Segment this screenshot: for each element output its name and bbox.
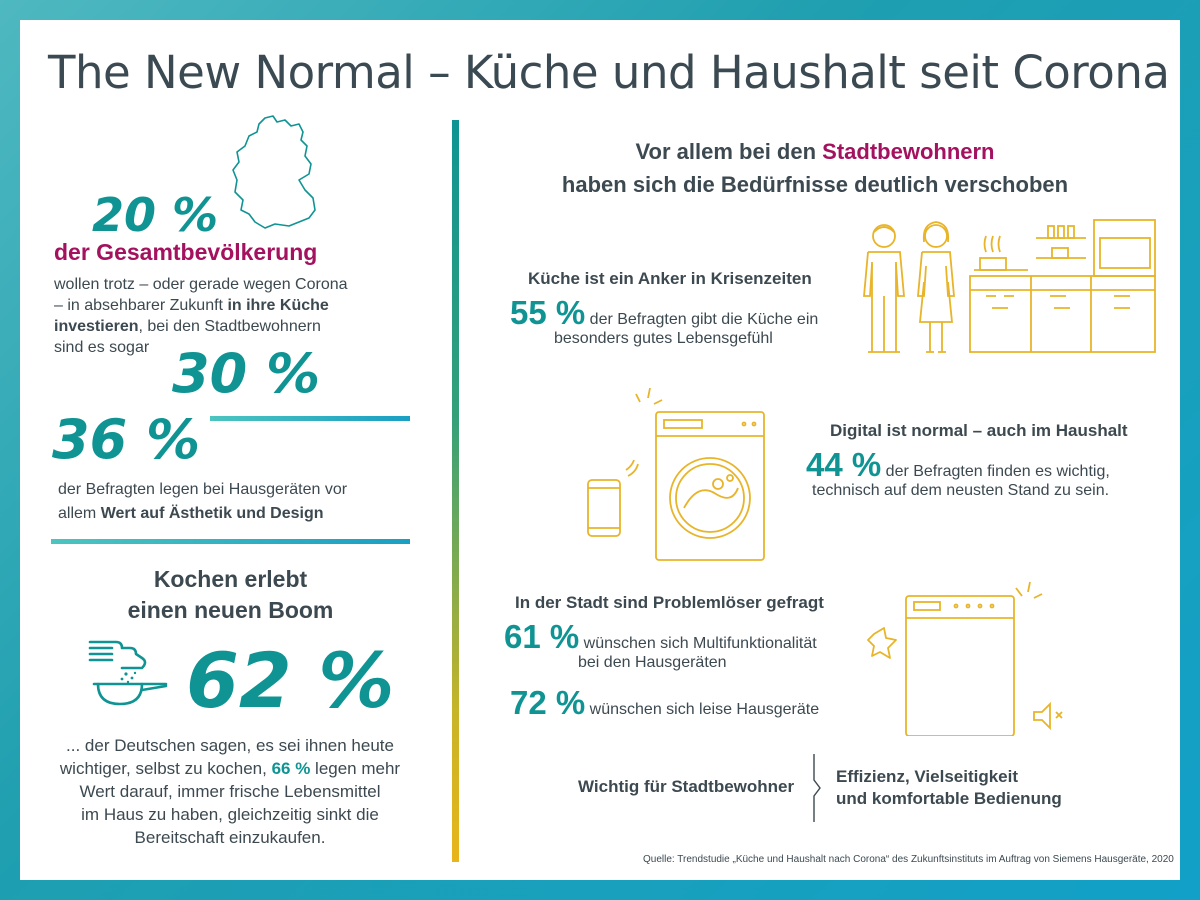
text-line: wichtiger, selbst zu kochen, 66 % legen …: [59, 759, 401, 778]
couple-people-icon: [863, 221, 955, 353]
text-line: Bereitschaft einzukaufen.: [134, 828, 326, 847]
smartphone-wifi-icon: [587, 459, 639, 537]
text-line: Effizienz, Vielseitigkeit: [836, 767, 1019, 786]
text-line: der Befragten gibt die Küche ein: [585, 311, 819, 328]
divider-bar: [210, 416, 410, 421]
stat-20-text: wollen trotz – oder gerade wegen Corona …: [54, 274, 424, 358]
source-note: Quelle: Trendstudie „Küche und Haushalt …: [643, 854, 1174, 865]
stat-36-text: der Befragten legen bei Hausgeräten vor …: [58, 478, 438, 526]
stat-20-label: der Gesamtbevölkerung: [54, 239, 318, 265]
boom-heading: Kochen erlebt einen neuen Boom: [51, 564, 410, 626]
important-values: Effizienz, Vielseitigkeit und komfortabl…: [836, 766, 1062, 810]
block1-title: Küche ist ein Anker in Krisenzeiten: [528, 269, 812, 288]
text-line: der Befragten legen bei Hausgeräten vor: [58, 481, 348, 498]
text-line: besonders gutes Lebensgefühl: [554, 330, 773, 347]
stat-36-percent: 36 %: [52, 408, 201, 471]
stat-30-percent: 30 %: [172, 342, 321, 405]
text-line: wünschen sich Multifunktionalität: [579, 635, 817, 652]
stat-44-percent: 44 %: [806, 446, 882, 483]
block1-stat: 55 % der Befragten gibt die Küche ein be…: [510, 294, 850, 348]
text-line: wollen trotz – oder gerade wegen Corona: [54, 276, 348, 293]
heading-line: Kochen erlebt: [153, 566, 308, 592]
text-line: der Befragten finden es wichtig,: [881, 463, 1110, 480]
text-line: technisch auf dem neusten Stand zu sein.: [812, 482, 1110, 499]
heading-line: haben sich die Bedürfnisse deutlich vers…: [561, 172, 1069, 197]
germany-map-icon: [232, 115, 316, 229]
infographic-card: The New Normal – Küche und Haushalt seit…: [20, 20, 1180, 880]
text-line: – in absehbarer Zukunft in ihre Küche: [54, 297, 329, 314]
page-title: The New Normal – Küche und Haushalt seit…: [48, 46, 1170, 99]
brace-icon: [813, 754, 821, 822]
block3-stat-61: 61 % wünschen sich Multifunktionalität b…: [504, 618, 864, 672]
text-line: bei den Hausgeräten: [578, 654, 727, 671]
text-line: sind es sogar: [54, 339, 150, 356]
stat-62-text: ... der Deutschen sagen, es sei ihnen he…: [40, 734, 420, 849]
text-line: ... der Deutschen sagen, es sei ihnen he…: [66, 736, 394, 755]
divider-bar: [51, 539, 410, 544]
vertical-divider: [452, 120, 459, 862]
block3-title: In der Stadt sind Problemlöser gefragt: [515, 593, 824, 612]
block2-stat: 44 % der Befragten finden es wichtig, te…: [806, 446, 1166, 500]
text-line: Wert darauf, immer frische Lebensmittel: [79, 782, 381, 801]
stat-72-percent: 72 %: [510, 684, 586, 721]
stat-55-percent: 55 %: [510, 294, 586, 331]
right-heading: Vor allem bei den Stadtbewohnern haben s…: [470, 135, 1160, 201]
heading-line: Vor allem bei den Stadtbewohnern: [635, 139, 995, 164]
text-line: allem Wert auf Ästhetik und Design: [58, 505, 324, 522]
washing-machine-icon: [635, 387, 765, 561]
stat-61-percent: 61 %: [504, 618, 580, 655]
text-line: im Haus zu haben, gleichzeitig sinkt die: [81, 805, 379, 824]
text-line: wünschen sich leise Hausgeräte: [585, 701, 820, 718]
stat-20-percent: 20 %: [92, 188, 219, 242]
dishwasher-icon: [867, 581, 1063, 736]
stat-62-percent: 62 %: [186, 636, 395, 725]
text-line: investieren, bei den Stadtbewohnern: [54, 318, 321, 335]
cooking-hand-pan-icon: [88, 640, 168, 706]
heading-line: einen neuen Boom: [127, 597, 334, 623]
kitchen-icon: [969, 219, 1156, 353]
text-line: und komfortable Bedienung: [836, 789, 1062, 808]
block3-stat-72: 72 % wünschen sich leise Hausgeräte: [510, 684, 819, 722]
block2-title: Digital ist normal – auch im Haushalt: [830, 421, 1128, 440]
important-label: Wichtig für Stadtbewohner: [578, 777, 795, 796]
